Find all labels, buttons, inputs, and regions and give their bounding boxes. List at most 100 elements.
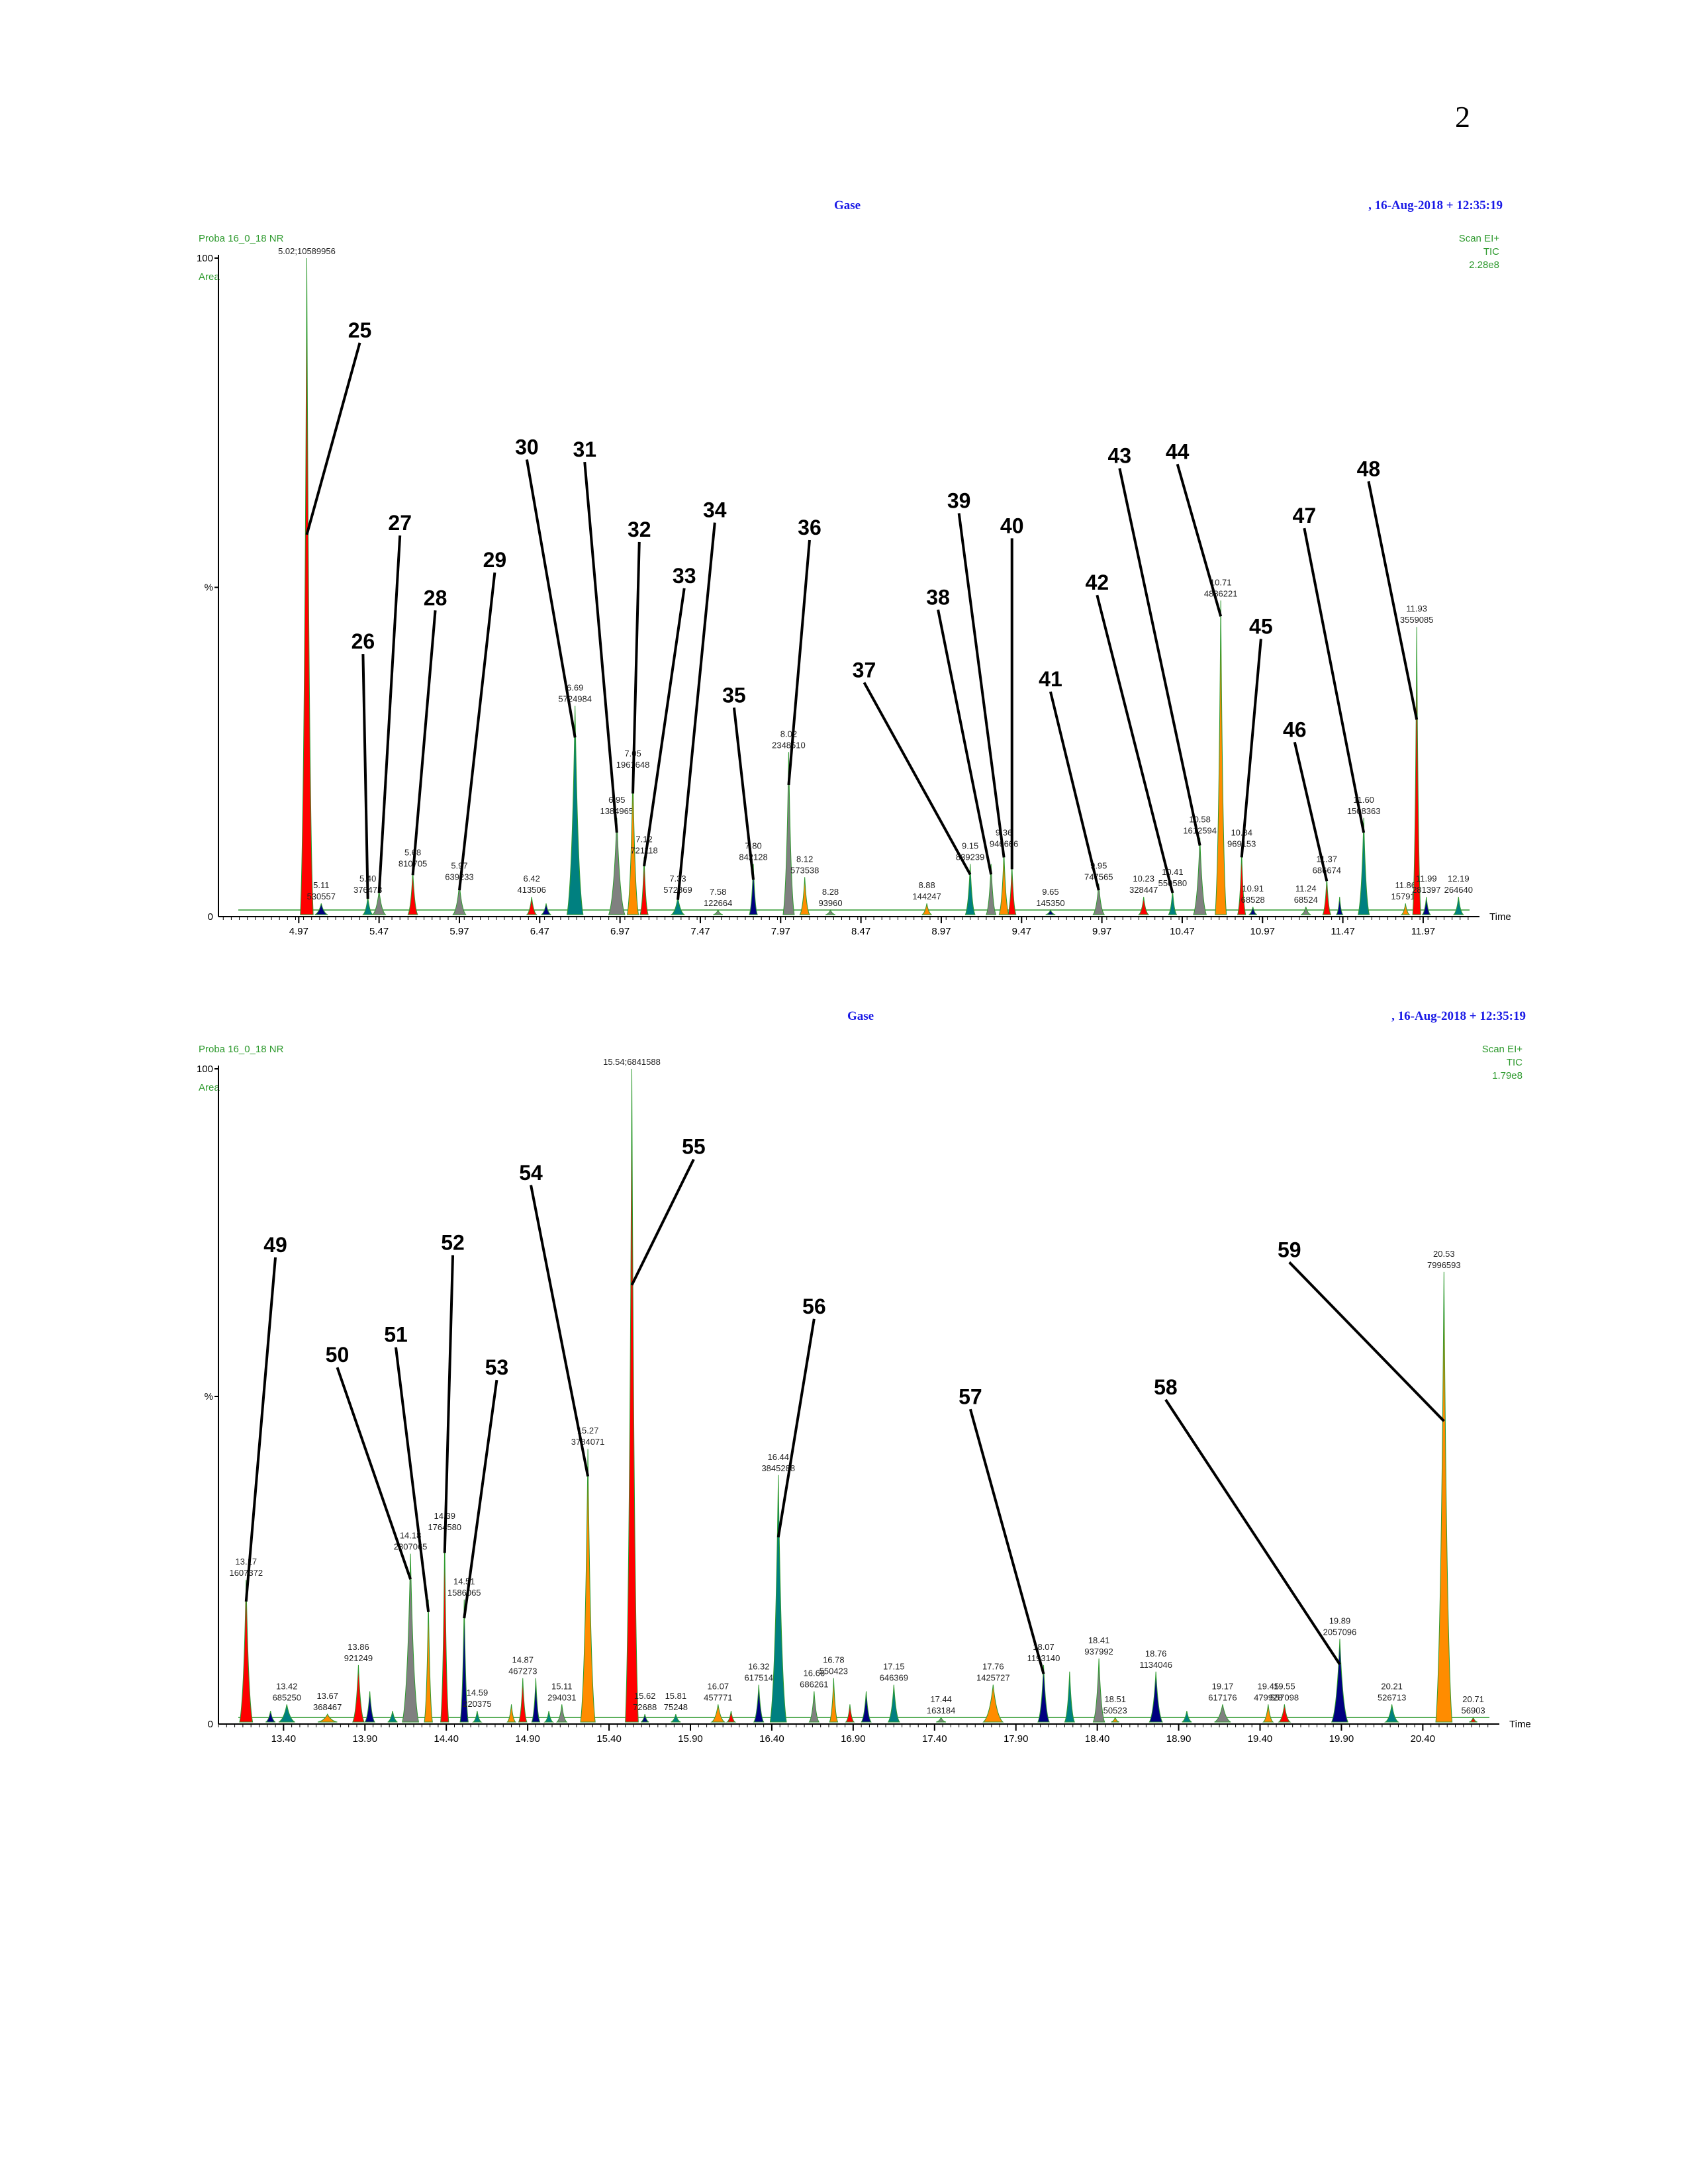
callout-line-48 <box>1367 480 1419 720</box>
peak-label: 15.54;6841588 <box>603 1057 661 1067</box>
callout-49: 49 <box>263 1233 287 1257</box>
peak-9.41 <box>1007 864 1017 915</box>
peak-label: 5.11 <box>313 880 329 890</box>
peak-label: 1612594 <box>1183 826 1217 836</box>
x-tick-label: 7.47 <box>690 926 710 937</box>
callout-28: 28 <box>424 586 447 610</box>
peak-16.44 <box>769 1475 787 1723</box>
peak-11.99 <box>1421 897 1432 915</box>
peak-label: 16.44 <box>767 1452 789 1462</box>
x-tick-label: 7.97 <box>771 926 790 937</box>
peak-11.24 <box>1301 906 1311 915</box>
callout-line-49 <box>244 1257 277 1602</box>
peak-label: 7996593 <box>1427 1260 1461 1270</box>
peak-18.07 <box>1037 1664 1050 1723</box>
x-tick-label: 11.47 <box>1331 926 1354 937</box>
x-tick-label: 5.47 <box>369 926 389 937</box>
x-tick-label: 19.90 <box>1329 1733 1354 1745</box>
peak-label: 1586065 <box>447 1588 481 1598</box>
peak-label: 937992 <box>1084 1647 1113 1657</box>
callout-54: 54 <box>519 1161 543 1185</box>
peak-label: 20.71 <box>1462 1694 1484 1704</box>
callout-line-39 <box>957 513 1006 858</box>
peak-7.8 <box>749 864 758 915</box>
peak-label: 10.71 <box>1210 577 1232 587</box>
callout-35: 35 <box>722 683 746 707</box>
peak-label: 10.41 <box>1162 867 1184 877</box>
peak-label: 4886221 <box>1204 588 1238 598</box>
peak-label: 18.51 <box>1104 1694 1126 1704</box>
peak-label: 6.69 <box>567 683 583 693</box>
x-tick-label: 4.97 <box>289 926 308 937</box>
peak-label: 2348510 <box>772 740 806 750</box>
callout-line-52 <box>443 1255 455 1553</box>
x-tick-label: 5.97 <box>449 926 469 937</box>
x-axis-label: Time <box>1489 911 1511 923</box>
callout-line-37 <box>863 682 972 876</box>
callout-39: 39 <box>947 488 971 512</box>
callout-57: 57 <box>959 1385 982 1408</box>
peak-label: 457771 <box>704 1692 732 1702</box>
peak-14.07 <box>387 1711 398 1723</box>
peak-15.11 <box>556 1704 568 1723</box>
peak-7.58 <box>713 909 724 915</box>
callout-line-53 <box>463 1379 498 1619</box>
callout-line-32 <box>632 541 641 794</box>
peak-label: 526713 <box>1378 1692 1406 1702</box>
callout-line-28 <box>411 610 437 876</box>
peak-label: 557098 <box>1270 1692 1299 1702</box>
callout-line-51 <box>395 1347 430 1612</box>
callout-53: 53 <box>485 1355 509 1379</box>
peak-17.76 <box>982 1684 1004 1723</box>
peak-label: 9.36 <box>996 828 1012 838</box>
callout-line-36 <box>787 539 811 786</box>
callout-line-56 <box>776 1318 816 1538</box>
x-tick-label: 6.97 <box>610 926 630 937</box>
peak-17.44 <box>936 1716 947 1723</box>
peak-label: 6.42 <box>524 874 540 884</box>
callout-line-34 <box>677 522 716 900</box>
peak-label: 16.07 <box>708 1681 729 1691</box>
peak-18.51 <box>1111 1716 1119 1723</box>
peak-10.41 <box>1168 890 1178 915</box>
callout-line-55 <box>630 1158 695 1286</box>
peak-label: 8.12 <box>796 854 813 864</box>
callout-36: 36 <box>798 516 821 539</box>
peak-label: 10.23 <box>1133 874 1154 884</box>
callout-46: 46 <box>1283 717 1307 741</box>
peak-10.91 <box>1248 906 1258 915</box>
y-label-100: 100 <box>197 1064 213 1075</box>
peak-14.29 <box>424 1599 433 1723</box>
peak-16.32 <box>753 1684 765 1723</box>
peak-label: 530557 <box>307 891 336 901</box>
callout-line-54 <box>530 1185 590 1477</box>
peak-8.02 <box>782 752 795 915</box>
callout-line-43 <box>1118 468 1201 846</box>
callout-line-35 <box>732 707 755 880</box>
x-tick-label: 9.47 <box>1012 926 1031 937</box>
peak-label: 842128 <box>739 852 767 862</box>
peak-label: 12.19 <box>1448 874 1470 884</box>
peak-5.11 <box>314 903 328 915</box>
peak-14.18 <box>402 1553 420 1723</box>
peak-label: 19.55 <box>1274 1681 1295 1691</box>
peak-label: 467273 <box>508 1666 537 1676</box>
x-tick-label: 14.40 <box>434 1733 459 1745</box>
peak-label: 8.28 <box>822 887 839 897</box>
peak-label: 617514 <box>745 1673 773 1683</box>
peak-label: 15.81 <box>665 1691 687 1701</box>
callout-line-27 <box>377 535 402 893</box>
peak-5.68 <box>407 870 418 915</box>
x-tick-label: 10.97 <box>1250 926 1275 937</box>
peak-label: 11.93 <box>1406 604 1427 614</box>
callout-line-30 <box>525 459 577 738</box>
x-tick-label: 10.47 <box>1170 926 1195 937</box>
peak-label: 11.99 <box>1416 874 1437 884</box>
peak-label: 17.44 <box>930 1694 952 1704</box>
peak-label: 17.76 <box>982 1662 1004 1672</box>
x-axis-label: Time <box>1509 1719 1531 1730</box>
x-tick-label: 17.40 <box>922 1733 947 1745</box>
peak-15.62 <box>640 1714 649 1723</box>
peak-label: 11.24 <box>1295 884 1317 893</box>
x-tick-label: 6.47 <box>530 926 549 937</box>
